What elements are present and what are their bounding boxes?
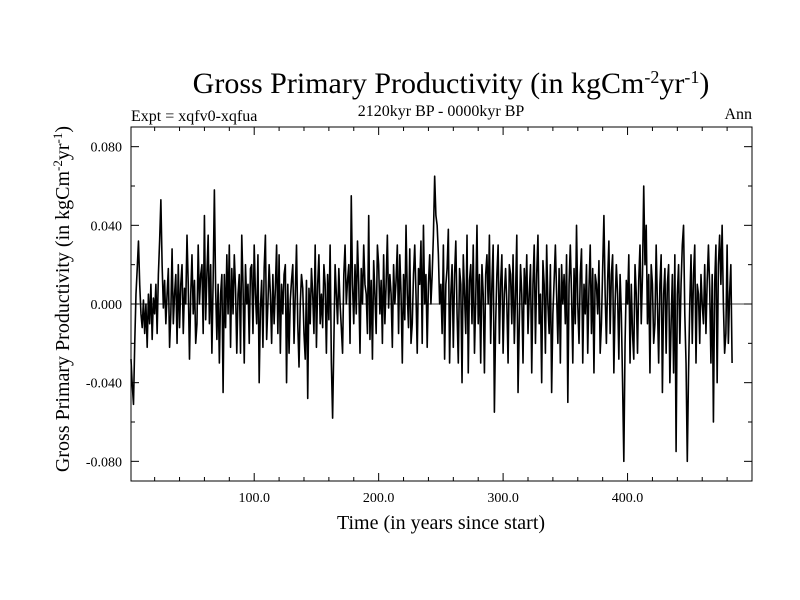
x-tick-label: 300.0 (487, 491, 519, 506)
y-axis-label: Gross Primary Productivity (in kgCm-2yr-… (50, 126, 75, 472)
y-tick-label: 0.040 (91, 219, 123, 234)
season-label: Ann (724, 106, 752, 123)
chart-title-sup1: -2 (644, 67, 659, 87)
y-axis-label-sup2: -1 (50, 133, 65, 144)
y-tick-label: 0.080 (91, 141, 123, 156)
chart-title: Gross Primary Productivity (in kgCm-2yr-… (193, 67, 710, 100)
x-axis-label: Time (in years since start) (337, 512, 545, 534)
y-tick-label: -0.040 (86, 377, 122, 392)
y-axis: 0.080 0.040 0.000 -0.040 -0.080 (86, 141, 752, 470)
series-line (130, 175, 733, 463)
chart-subtitle: 2120kyr BP - 0000kyr BP (358, 103, 525, 120)
experiment-label: Expt = xqfv0-xqfua (131, 108, 257, 125)
y-tick-label: -0.080 (86, 455, 122, 470)
x-tick-label: 100.0 (238, 491, 270, 506)
x-tick-label: 200.0 (363, 491, 395, 506)
chart-title-sup2: -1 (684, 67, 699, 87)
x-tick-label: 400.0 (612, 491, 644, 506)
y-tick-label: 0.000 (91, 298, 123, 313)
x-axis: 100.0 200.0 300.0 400.0 (154, 127, 728, 506)
y-axis-label-sup1: -2 (50, 160, 65, 171)
